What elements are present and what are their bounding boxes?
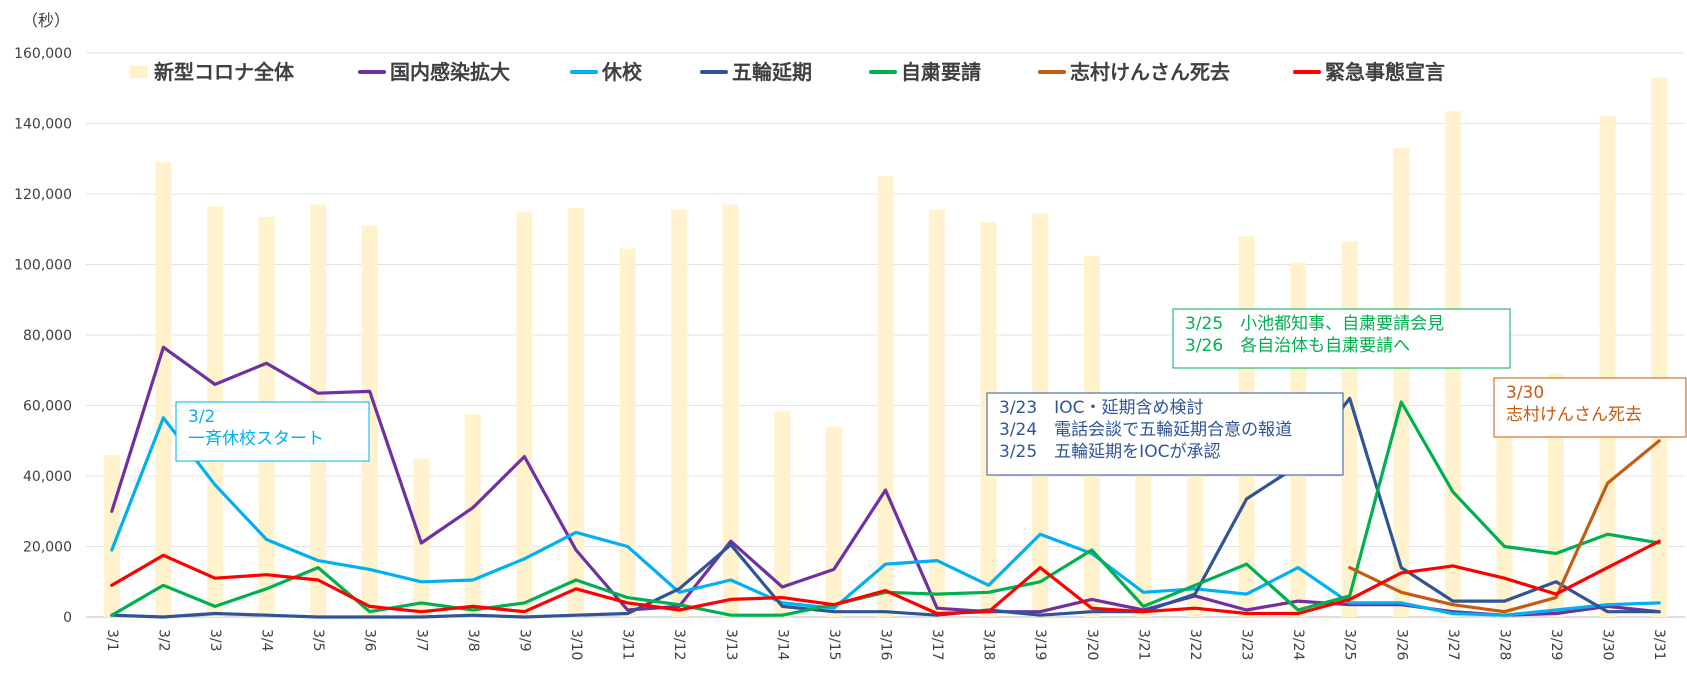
legend-label: 国内感染拡大	[390, 60, 510, 84]
legend-swatch-bar	[130, 66, 148, 78]
x-tick-label: 3/25	[1342, 629, 1358, 660]
series-line-1	[110, 416, 1661, 617]
x-tick-label: 3/24	[1290, 629, 1306, 661]
bar-3/22	[1186, 447, 1203, 617]
annotation-text: 一斉休校スタート	[188, 429, 324, 449]
axis-layer: 0 20,000 40,000 60,000 80,000 100,000 120,000 1…	[14, 46, 1667, 661]
x-tick-label: 3/31	[1651, 629, 1667, 660]
bar-3/9	[516, 211, 533, 617]
x-tick-label: 3/22	[1187, 629, 1203, 660]
bar-3/8	[464, 414, 481, 617]
x-tick-label: 3/6	[362, 629, 378, 652]
bar-3/26	[1393, 148, 1410, 618]
legend-label: 新型コロナ全体	[154, 60, 295, 84]
bar-3/2	[155, 162, 172, 617]
x-tick-label: 3/13	[723, 629, 739, 660]
legend-label: 休校	[601, 60, 643, 84]
annotation-text: 3/2	[188, 407, 215, 427]
legend-layer: 新型コロナ全体 国内感染拡大 休校 五輪延期 自粛要請 志村けんさん死去 緊急事態宣言	[130, 60, 1445, 84]
y-tick-label: 20,000	[23, 540, 72, 556]
bar-3/14	[774, 410, 791, 617]
bar-3/10	[568, 208, 585, 617]
y-tick-label: 100,000	[14, 258, 72, 274]
annotation-text: 志村けんさん死去	[1506, 405, 1642, 425]
bar-3/6	[361, 225, 378, 617]
x-tick-label: 3/2	[155, 629, 171, 652]
series-line-2	[110, 396, 1661, 619]
x-tick-label: 3/19	[1032, 629, 1048, 660]
series-line-4	[1348, 439, 1661, 614]
bar-3/11	[619, 248, 636, 617]
x-tick-label: 3/4	[259, 629, 275, 652]
y-tick-label: 140,000	[14, 117, 72, 133]
bar-3/28	[1496, 416, 1513, 617]
x-tick-label: 3/9	[516, 629, 532, 652]
bar-3/15	[825, 426, 842, 617]
y-tick-label: 40,000	[23, 469, 72, 485]
x-tick-label: 3/3	[207, 629, 223, 652]
annotation-text: 3/26 各自治体も自粛要請へ	[1185, 336, 1410, 356]
y-tick-label: 60,000	[23, 399, 72, 415]
annotation-box	[1493, 377, 1687, 438]
bar-3/13	[722, 204, 739, 617]
bar-3/7	[413, 458, 430, 617]
annotation-text: 3/23 IOC・延期含め検討	[999, 398, 1203, 418]
series-line-0	[110, 345, 1661, 617]
x-tick-label: 3/21	[1135, 629, 1151, 660]
annotation-box	[986, 392, 1344, 476]
legend-label: 緊急事態宣言	[1325, 60, 1445, 84]
x-tick-label: 3/30	[1600, 629, 1616, 660]
x-tick-label: 3/14	[774, 629, 790, 661]
x-tick-label: 3/15	[826, 629, 842, 660]
y-unit-label: （秒）	[22, 11, 70, 30]
bar-3/21	[1135, 465, 1152, 617]
x-tick-label: 3/26	[1393, 629, 1409, 661]
bar-3/30	[1599, 116, 1616, 617]
x-tick-label: 3/18	[981, 629, 997, 660]
annotation-text: 3/24 電話会談で五輪延期合意の報道	[999, 420, 1292, 440]
x-tick-label: 3/12	[671, 629, 687, 660]
legend-label: 五輪延期	[732, 60, 812, 84]
x-tick-label: 3/7	[413, 629, 429, 652]
x-tick-label: 3/17	[929, 629, 945, 660]
annotation-box	[175, 401, 370, 462]
annotation-text: 3/25 小池都知事、自粛要請会見	[1185, 314, 1444, 334]
x-tick-label: 3/8	[465, 629, 481, 652]
legend-label: 自粛要請	[901, 60, 981, 84]
x-tick-label: 3/16	[878, 629, 894, 661]
annotation-text: 3/30	[1506, 383, 1544, 403]
line-layer	[110, 345, 1661, 619]
x-tick-label: 3/27	[1445, 629, 1461, 660]
bar-3/17	[929, 209, 946, 618]
x-tick-label: 3/28	[1496, 629, 1512, 660]
annotation-box	[1172, 308, 1511, 369]
legend-label: 志村けんさん死去	[1070, 60, 1230, 84]
x-tick-label: 3/10	[568, 629, 584, 660]
y-tick-label: 160,000	[14, 46, 72, 62]
annotation-text: 3/25 五輪延期をIOCが承認	[999, 442, 1220, 462]
y-tick-label: 120,000	[14, 187, 72, 203]
x-tick-label: 3/29	[1548, 629, 1564, 660]
bar-3/31	[1651, 77, 1668, 618]
y-tick-label: 0	[63, 610, 72, 626]
bar-3/12	[671, 209, 688, 618]
x-tick-label: 3/11	[620, 629, 636, 660]
bar-3/25	[1341, 241, 1358, 617]
bar-3/16	[877, 176, 894, 617]
x-tick-label: 3/23	[1239, 629, 1255, 660]
series-line-5	[110, 539, 1661, 616]
x-tick-label: 3/5	[310, 629, 326, 652]
x-tick-label: 3/1	[104, 629, 120, 652]
x-tick-label: 3/20	[1084, 629, 1100, 660]
y-tick-label: 80,000	[23, 328, 72, 344]
